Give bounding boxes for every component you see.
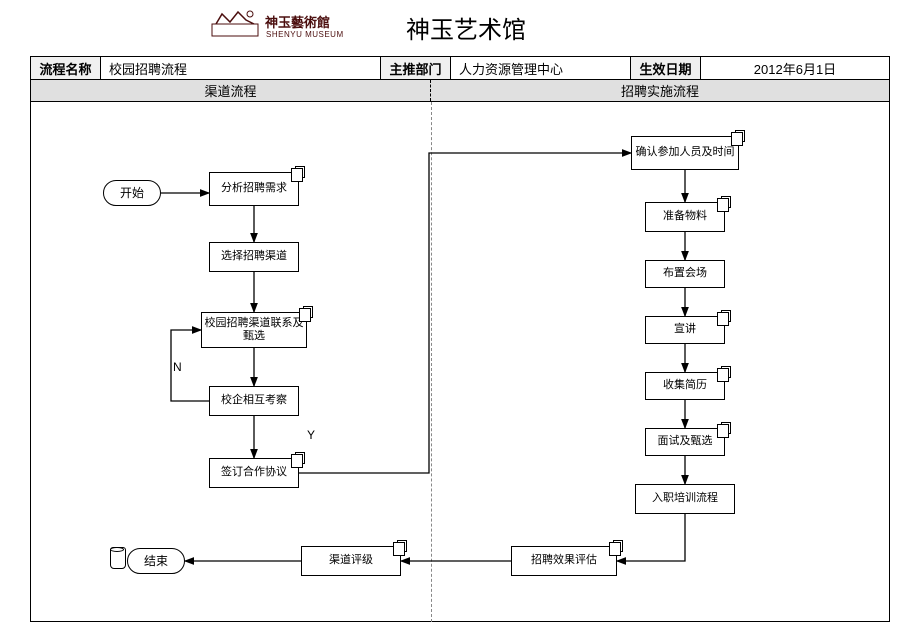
node-r2: 准备物料 xyxy=(645,202,725,232)
node-r7: 入职培训流程 xyxy=(635,484,735,514)
node-n2: 选择招聘渠道 xyxy=(209,242,299,272)
node-r1: 确认参加人员及时间 xyxy=(631,136,739,170)
node-eval: 招聘效果评估 xyxy=(511,546,617,576)
node-n1: 分析招聘需求 xyxy=(209,172,299,206)
flowchart-edges xyxy=(31,102,891,622)
node-r4: 宣讲 xyxy=(645,316,725,344)
edge-label: N xyxy=(173,360,182,374)
value-dept: 人力资源管理中心 xyxy=(451,57,631,79)
logo-text: 神玉藝術館 xyxy=(265,12,330,31)
value-date: 2012年6月1日 xyxy=(701,57,889,79)
section-row: 渠道流程 招聘实施流程 xyxy=(30,80,890,102)
logo-icon xyxy=(210,8,260,38)
flowchart-canvas: 开始 分析招聘需求选择招聘渠道校园招聘渠道联系及甄选校企相互考察签订合作协议 确认参… xyxy=(30,102,890,622)
node-r5: 收集简历 xyxy=(645,372,725,400)
label-process-name: 流程名称 xyxy=(31,57,101,79)
label-dept: 主推部门 xyxy=(381,57,451,79)
edge-label: Y xyxy=(307,428,315,442)
node-n4: 校企相互考察 xyxy=(209,386,299,416)
logo: 神玉藝術館 SHENYU MUSEUM xyxy=(210,8,350,44)
node-start: 开始 xyxy=(103,180,161,206)
info-row: 流程名称 校园招聘流程 主推部门 人力资源管理中心 生效日期 2012年6月1日 xyxy=(30,56,890,80)
node-n5: 签订合作协议 xyxy=(209,458,299,488)
page-title: 神玉艺术馆 xyxy=(406,10,526,45)
swimlane-divider xyxy=(431,102,432,622)
section-left: 渠道流程 xyxy=(31,80,431,101)
node-grade: 渠道评级 xyxy=(301,546,401,576)
section-right: 招聘实施流程 xyxy=(431,80,889,101)
label-date: 生效日期 xyxy=(631,57,701,79)
logo-subtext: SHENYU MUSEUM xyxy=(266,30,344,39)
node-end: 结束 xyxy=(127,548,185,574)
node-r3: 布置会场 xyxy=(645,260,725,288)
node-r6: 面试及甄选 xyxy=(645,428,725,456)
header: 神玉藝術館 SHENYU MUSEUM 神玉艺术馆 xyxy=(0,0,920,50)
node-n3: 校园招聘渠道联系及甄选 xyxy=(201,312,307,348)
value-process-name: 校园招聘流程 xyxy=(101,57,381,79)
